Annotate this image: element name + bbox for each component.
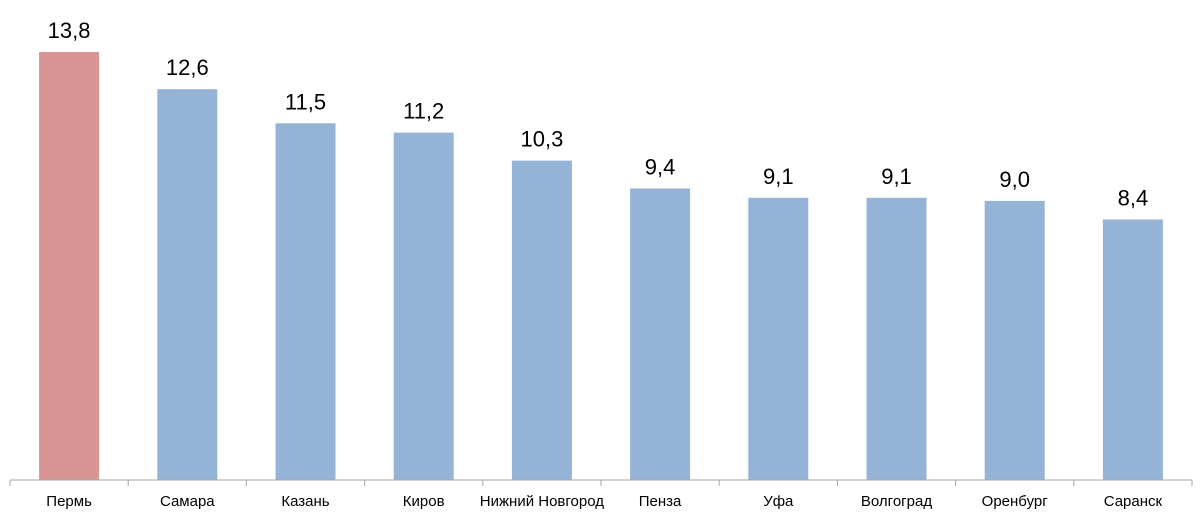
bar-4 — [511, 160, 572, 480]
x-axis — [9, 479, 1193, 486]
value-labels-group: 13,8 12,6 11,5 11,2 10,3 9,4 9,1 9,1 9,0 8,4 — [48, 18, 1149, 211]
category-label-2: Казань — [281, 493, 329, 510]
value-label-9: 8,4 — [1118, 186, 1149, 211]
category-label-6: Уфа — [763, 493, 794, 510]
value-label-7: 9,1 — [881, 164, 912, 189]
category-label-1: Самара — [160, 493, 215, 510]
bar-3 — [393, 132, 454, 480]
value-label-4: 10,3 — [520, 127, 563, 152]
bar-7 — [866, 197, 927, 481]
value-label-1: 12,6 — [166, 55, 209, 80]
value-label-5: 9,4 — [645, 155, 676, 180]
bar-1 — [157, 89, 218, 480]
bar-6 — [748, 197, 809, 481]
bar-5 — [630, 188, 691, 480]
category-label-5: Пенза — [639, 493, 682, 510]
category-label-8: Оренбург — [982, 493, 1049, 510]
bar-2 — [275, 123, 336, 481]
value-label-8: 9,0 — [999, 167, 1030, 192]
category-label-7: Волгоград — [861, 493, 932, 510]
bar-8 — [984, 200, 1045, 480]
category-label-9: Саранск — [1104, 493, 1163, 510]
bar-9 — [1102, 219, 1163, 480]
value-label-3: 11,2 — [403, 99, 444, 124]
category-label-0: Пермь — [46, 493, 92, 510]
value-label-0: 13,8 — [48, 18, 91, 43]
bars-group — [39, 52, 1163, 481]
value-label-2: 11,5 — [285, 89, 326, 114]
category-labels-group: Пермь Самара Казань Киров Нижний Новгород Пен… — [46, 493, 1162, 510]
value-label-6: 9,1 — [763, 164, 794, 189]
bar-0 — [39, 52, 100, 480]
category-label-3: Киров — [403, 493, 445, 510]
category-label-4: Нижний Новгород — [480, 493, 604, 510]
